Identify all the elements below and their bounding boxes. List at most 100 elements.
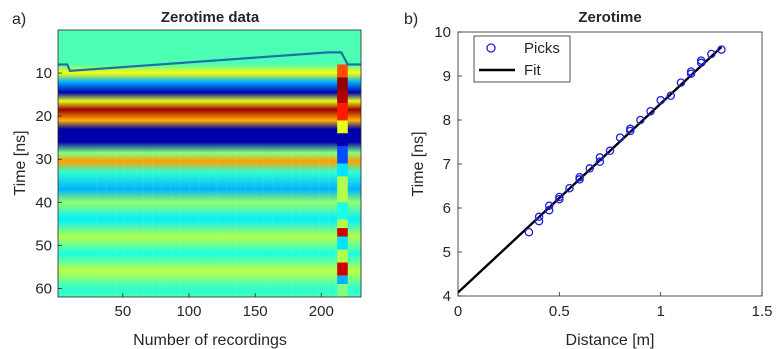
heatmap-column [188,150,191,297]
pick-point [595,157,605,167]
heatmap-column [281,150,283,297]
pick-point [595,153,605,162]
panel-b-ytick-label: 7 [443,156,451,173]
pick-point [676,78,686,87]
panel-b-ytick-label: 4 [443,288,451,305]
pick-point [544,205,554,215]
pick-point [605,146,615,156]
pick-point [534,212,544,222]
panel-b-ytick-label: 5 [443,244,451,261]
pick-point [585,164,594,173]
legend: Picks Fit [473,35,571,83]
panel-b-xtick-label: 0 [454,303,462,320]
heatmap-column [244,150,246,297]
heatmap-last-recordings-10 [337,202,348,220]
panel-b-y-ticks: 4 5 6 7 8 9 10 [434,24,462,305]
pick-point [696,56,706,65]
panel-a-letter: a) [12,11,26,28]
heatmap-last-recordings-2 [337,77,348,91]
heatmap-last-recordings-17 [337,284,348,297]
pick-point [707,49,716,59]
heatmap-column [114,150,117,297]
heatmap-last-recordings-4 [337,103,348,121]
pick-point [555,192,564,202]
panel-b-ytick-label: 10 [434,24,451,41]
panel-a-y-ticks: 10 20 30 40 50 60 [35,65,62,297]
legend-picks-label: Picks [524,40,560,57]
heatmap-column [133,150,135,297]
pick-point [534,216,544,226]
heatmap-column [198,150,200,297]
pick-point [524,227,534,237]
pick-point [686,67,696,76]
heatmap-last-recordings-1 [337,64,348,78]
heatmap-last-recordings-12 [337,228,348,237]
legend-fit-label: Fit [524,62,541,79]
panel-b: b) Zerotime 0 0.5 1 1.5 4 5 6 7 8 9 10 Distance [… [404,9,772,349]
panel-a-title: Zerotime data [161,9,260,26]
panel-b-title: Zerotime [578,9,641,26]
zerotime-line [58,51,361,73]
pick-point [666,91,676,101]
heatmap-last-recordings-7 [337,146,348,164]
panel-b-ytick-label: 9 [443,68,451,85]
panel-a-ytick-label: 40 [35,194,52,211]
heatmap-column [327,150,330,297]
panel-a-ytick-label: 50 [35,237,52,254]
heatmap-column [179,150,181,297]
heatmap-last-recordings-3 [337,90,348,104]
heatmap-column [300,150,302,297]
panel-b-ytick-label: 8 [443,112,451,129]
pick-point [636,115,645,125]
panel-b-letter: b) [404,11,418,28]
pick-point [717,45,726,54]
panel-a-xtick-label: 200 [309,303,334,320]
heatmap-last-recordings-14 [337,249,348,263]
heatmap-last-recordings-13 [337,236,348,250]
heatmap-column [253,150,256,297]
heatmap-column [96,150,98,297]
pick-point [565,183,574,193]
heatmap-column [290,150,293,297]
panel-a-ytick-label: 10 [35,65,52,82]
heatmap-image [58,30,361,297]
panel-a-ylabel: Time [ns] [12,130,29,195]
heatmap-last-recordings-16 [337,275,348,285]
panel-b-ytick-label: 6 [443,200,451,217]
heatmap-column [235,150,237,297]
panel-a-x-ticks: 50 100 150 200 [114,293,334,320]
heatmap-last-recordings-15 [337,262,348,276]
heatmap-column [272,150,274,297]
heatmap-column [226,150,228,297]
pick-point [544,201,554,211]
heatmap-column [142,150,144,297]
pick-point [656,95,665,105]
panel-b-xtick-label: 0.5 [549,303,570,320]
panel-a-ytick-label: 30 [35,151,52,168]
panel-b-xtick-label: 1 [656,303,664,320]
panel-a-xtick-label: 100 [176,303,201,320]
heatmap-column [318,150,320,297]
panel-a-ytick-label: 20 [35,108,52,125]
heatmap-last-recordings-5 [337,120,348,134]
panel-b-ylabel: Time [ns] [410,131,427,196]
heatmap-column [124,150,126,297]
heatmap-column [105,150,107,297]
picks-markers [524,45,726,237]
heatmap-column [161,150,163,297]
fit-line [458,46,723,294]
pick-point [615,133,625,142]
heatmap-recording-columns [96,30,348,297]
panel-a-axes-box [57,29,362,298]
heatmap-last-recordings-11 [337,219,348,229]
pick-point [626,124,635,134]
panel-a-ytick-label: 60 [35,280,52,297]
panel-a-xtick-label: 150 [243,303,268,320]
heatmap-last-recordings-0 [337,30,348,65]
panel-a-xtick-label: 50 [114,303,131,320]
heatmap-column [309,150,311,297]
panel-b-x-ticks: 0 0.5 1 1.5 [454,292,772,320]
heatmap-column [151,150,154,297]
panel-a: a) Zerotime data 50 100 150 200 10 20 30 40 50 6… [12,9,362,349]
